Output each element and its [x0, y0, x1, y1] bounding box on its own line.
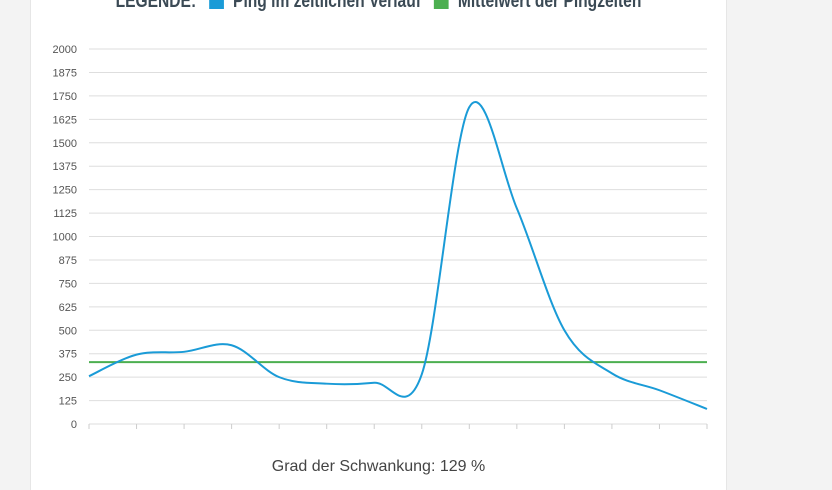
y-tick-label: 1875 [53, 67, 77, 79]
y-tick-label: 1625 [53, 114, 77, 126]
y-tick-label: 125 [59, 396, 77, 408]
fluctuation-caption: Grad der Schwankung: 129 % [31, 458, 726, 476]
chart-legend: LEGENDE: Ping im zeitlichen Verlauf Mitt… [94, 0, 664, 13]
y-tick-label: 750 [59, 278, 77, 290]
y-tick-label: 1500 [53, 138, 77, 150]
y-tick-label: 250 [59, 372, 77, 384]
fluctuation-label: Grad der Schwankung: [271, 458, 436, 475]
y-tick-label: 625 [59, 302, 77, 314]
y-tick-label: 1125 [53, 208, 77, 220]
legend-label-ping: Ping im zeitlichen Verlauf [233, 0, 421, 12]
y-tick-label: 1250 [53, 185, 77, 197]
y-tick-label: 1000 [53, 232, 77, 244]
chart-card: LEGENDE: Ping im zeitlichen Verlauf Mitt… [30, 0, 727, 490]
legend-swatch-average [434, 0, 449, 9]
y-tick-label: 1750 [53, 91, 77, 103]
series-line-ping [88, 101, 708, 410]
y-tick-label: 875 [59, 255, 77, 267]
y-tick-label: 500 [59, 325, 77, 337]
legend-title: LEGENDE: [115, 0, 197, 12]
y-tick-label: 1375 [53, 161, 77, 173]
fluctuation-value: 129 % [439, 458, 486, 475]
ping-chart: 2000187517501625150013751250112510008757… [53, 44, 708, 431]
legend-swatch-ping [209, 0, 225, 9]
y-tick-label: 375 [59, 349, 77, 361]
legend-label-average: Mittelwert der Pingzeiten [457, 0, 642, 12]
y-tick-label: 0 [71, 419, 77, 431]
y-tick-label: 2000 [53, 44, 77, 56]
